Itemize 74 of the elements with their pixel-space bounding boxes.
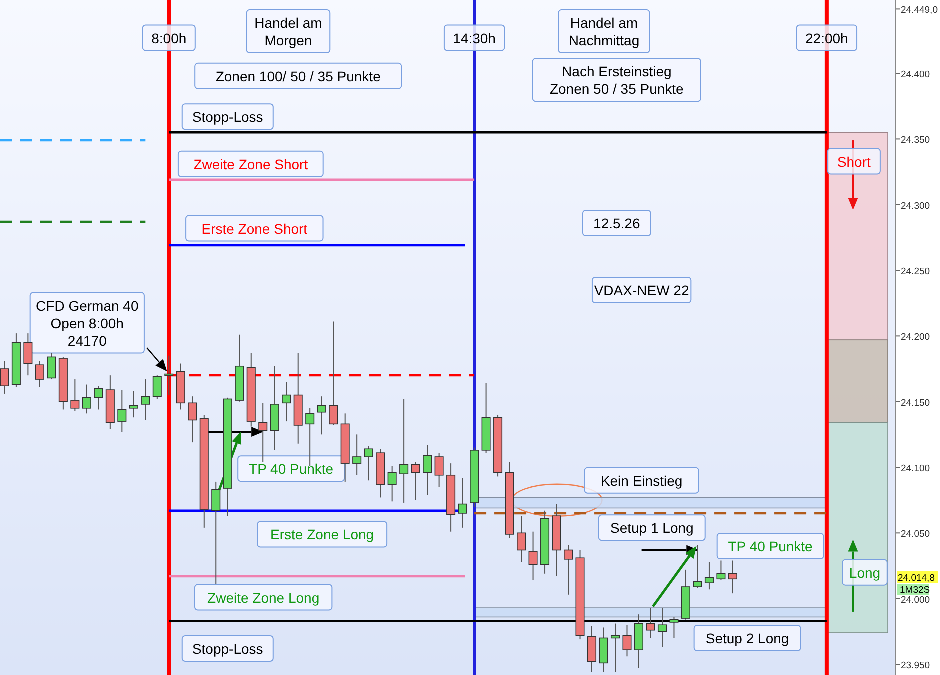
annotation: Long bbox=[849, 564, 881, 581]
candlestick bbox=[47, 352, 56, 380]
candlestick bbox=[282, 382, 292, 422]
candlestick bbox=[716, 560, 726, 581]
y-tick-label: 24.400 bbox=[901, 70, 930, 81]
annotation: Setup 1 Long bbox=[610, 520, 694, 536]
candlestick bbox=[364, 446, 374, 482]
candlestick bbox=[610, 623, 620, 673]
candlestick bbox=[388, 466, 397, 502]
candlestick bbox=[212, 481, 221, 585]
ref-line-label: 14:30h bbox=[453, 30, 496, 46]
candlestick bbox=[693, 544, 702, 589]
y-tick-label: 24.150 bbox=[901, 398, 930, 409]
y-tick-label: 24.300 bbox=[901, 200, 930, 212]
ref-line-label: 22:00h bbox=[806, 30, 848, 46]
y-tick-label: 24.050 bbox=[901, 529, 930, 540]
annotation: Erste Zone Long bbox=[270, 526, 374, 543]
candlestick bbox=[141, 379, 150, 421]
annotation: Zonen 100/ 50 / 35 Punkte bbox=[216, 68, 382, 84]
candlestick bbox=[35, 360, 44, 388]
candlestick bbox=[400, 398, 409, 504]
candlestick bbox=[728, 560, 738, 594]
annotation: Short bbox=[837, 154, 872, 170]
candlestick bbox=[517, 516, 526, 563]
y-tick-label: 24.250 bbox=[901, 266, 930, 278]
candlestick bbox=[188, 396, 198, 444]
candlestick bbox=[423, 444, 432, 496]
candlestick bbox=[352, 434, 362, 476]
candlestick bbox=[152, 375, 162, 400]
candlestick bbox=[658, 608, 667, 648]
ref-line-label: 8:00h bbox=[152, 30, 187, 46]
candlestick bbox=[94, 386, 104, 410]
candlestick bbox=[411, 462, 420, 501]
candlestick bbox=[129, 390, 138, 418]
annotation: Nach Ersteinstieg Zonen 50 / 35 Punkte bbox=[550, 64, 684, 98]
annotation: TP 40 Punkte bbox=[728, 538, 814, 555]
candlestick bbox=[434, 452, 444, 488]
annotation: 12.5.26 bbox=[594, 216, 640, 232]
y-tick-label: 24.000 bbox=[901, 594, 930, 606]
candlestick bbox=[317, 396, 326, 436]
y-tick-label: 24.350 bbox=[901, 135, 930, 146]
y-tick-label: 23.950 bbox=[901, 660, 930, 672]
candlestick bbox=[164, 355, 174, 396]
y-tick-label: 24.100 bbox=[901, 464, 930, 475]
candlestick bbox=[704, 562, 714, 590]
text: 1M32S bbox=[900, 585, 930, 596]
y-tick-label: 24.449,0 bbox=[901, 5, 938, 16]
annotation: Stopp-Loss bbox=[192, 109, 264, 126]
annotation: Kein Einstieg bbox=[600, 472, 683, 489]
annotation: VDAX-NEW 22 bbox=[594, 282, 690, 298]
annotation: Erste Zone Short bbox=[202, 220, 308, 237]
candlestick bbox=[258, 402, 268, 463]
candlestick bbox=[0, 360, 10, 394]
annotation: TP 40 Punkte bbox=[249, 461, 334, 478]
annotation: Handel am Morgen bbox=[254, 15, 322, 49]
candlestick bbox=[458, 478, 468, 528]
text: 24.014,8 bbox=[898, 573, 935, 584]
candlestick bbox=[564, 544, 574, 596]
annotation: CFD German 40 Open 8:00h 24170 bbox=[36, 298, 139, 349]
candlestick bbox=[622, 624, 632, 658]
candlestick bbox=[118, 390, 127, 433]
annotation: Stopp-Loss bbox=[192, 640, 264, 657]
candlestick bbox=[670, 616, 679, 639]
candlestick bbox=[70, 379, 80, 412]
candlestick bbox=[646, 608, 656, 639]
annotation: Setup 2 Long bbox=[706, 630, 790, 646]
candlestick bbox=[24, 333, 33, 376]
candlestick bbox=[329, 321, 338, 426]
annotation: Zweite Zone Short bbox=[194, 156, 308, 172]
annotation: Zweite Zone Long bbox=[208, 590, 320, 606]
y-tick-label: 24.200 bbox=[901, 332, 930, 344]
candlestick bbox=[528, 531, 538, 581]
annotation: Handel am Nachmittag bbox=[568, 15, 640, 49]
candlestick bbox=[82, 384, 92, 414]
